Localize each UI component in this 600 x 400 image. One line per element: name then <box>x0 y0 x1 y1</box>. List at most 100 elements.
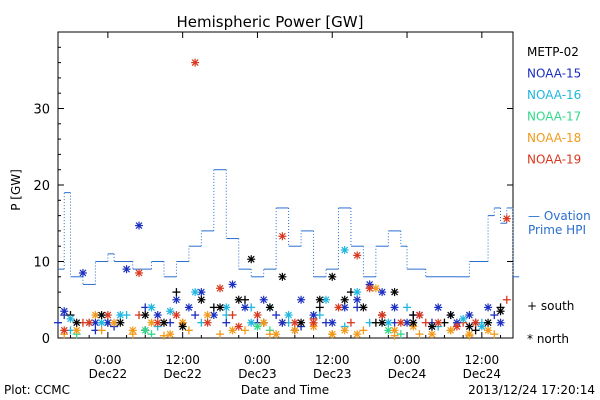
north-point-d2 <box>79 269 87 277</box>
north-point-metp-02 <box>234 295 243 304</box>
north-point-metp-02 <box>315 295 324 304</box>
north-point-noaa-15 <box>172 295 181 304</box>
north-point-d2 <box>235 296 243 304</box>
legend: METP-02 NOAA-15 NOAA-16 NOAA-17 NOAA-18 NOAA-… <box>527 45 581 167</box>
north-point-noaa-15 <box>78 268 87 277</box>
north-point-d2 <box>391 303 398 311</box>
north-point-metp-02 <box>496 307 505 316</box>
north-point-d2 <box>359 303 367 311</box>
north-point-noaa-15 <box>309 311 318 320</box>
north-point-metp-02 <box>378 318 387 327</box>
north-point-metp-02 <box>197 295 206 304</box>
x-tick-time: 12:00 <box>165 353 200 367</box>
north-point-d2 <box>229 281 236 288</box>
north-point-noaa-17 <box>253 322 262 331</box>
north-point-d2 <box>116 311 124 319</box>
north-point-d2 <box>216 284 224 292</box>
north-point-metp-02 <box>216 303 225 312</box>
north-point-d2 <box>110 319 118 327</box>
north-point-d2 <box>416 311 423 319</box>
north-point-d2 <box>328 273 336 281</box>
x-tick-day: Dec22 <box>89 367 128 381</box>
north-point-noaa-19 <box>60 326 69 335</box>
north-point-noaa-15 <box>122 265 131 274</box>
north-point-d2 <box>154 319 162 327</box>
north-point-d2 <box>260 319 268 327</box>
north-point-d2 <box>459 315 467 323</box>
north-point-d2 <box>465 330 473 338</box>
north-point-d2 <box>291 319 299 327</box>
north-point-d2 <box>247 255 255 263</box>
north-point-noaa-19 <box>253 311 262 320</box>
north-point-noaa-15 <box>228 280 237 289</box>
north-point-d2 <box>179 323 187 330</box>
north-point-noaa-19 <box>378 311 387 320</box>
north-point-d2 <box>497 319 504 327</box>
north-point-d2 <box>434 319 442 327</box>
north-point-metp-02 <box>97 311 106 320</box>
north-point-d2 <box>465 311 473 319</box>
north-point-d2 <box>60 326 68 334</box>
north-point-noaa-16 <box>66 314 75 323</box>
north-point-d2 <box>428 323 436 330</box>
north-point-noaa-18 <box>446 326 455 335</box>
north-point-noaa-16 <box>384 318 393 327</box>
south-point-noaa-15 <box>191 311 200 320</box>
north-point-d2 <box>191 288 199 296</box>
north-point-d2 <box>160 319 168 327</box>
north-point-d2 <box>235 323 243 330</box>
north-point-d2 <box>141 311 149 319</box>
x-axis-label: Date and Time <box>241 383 329 397</box>
north-point-d2 <box>104 319 112 327</box>
south-point-noaa-18 <box>159 331 168 340</box>
south-point-noaa-18 <box>184 326 193 335</box>
north-point-d2 <box>247 319 255 327</box>
north-point-metp-02 <box>390 288 399 297</box>
north-point-d2 <box>216 303 224 311</box>
north-point-d2 <box>378 319 386 327</box>
north-point-noaa-15 <box>378 288 387 297</box>
north-point-noaa-18 <box>72 326 81 335</box>
north-point-noaa-18 <box>390 326 399 335</box>
north-point-noaa-16 <box>284 311 293 320</box>
north-point-d2 <box>141 326 149 334</box>
north-point-d2 <box>353 296 361 304</box>
north-point-noaa-19 <box>415 311 424 320</box>
north-point-d2 <box>278 273 286 281</box>
north-point-d2 <box>378 311 386 319</box>
north-point-d2 <box>278 232 286 240</box>
north-point-d2 <box>278 319 286 327</box>
x-axis: 0:00Dec2212:00Dec220:00Dec2312:00Dec230:… <box>69 32 501 381</box>
north-point-noaa-19 <box>85 318 94 327</box>
y-tick-label: 20 <box>33 179 50 194</box>
north-point-noaa-19 <box>203 318 212 327</box>
north-point-metp-02 <box>340 295 349 304</box>
north-point-d2 <box>310 311 317 319</box>
legend-item: METP-02 <box>527 45 579 59</box>
north-point-noaa-19 <box>216 284 225 293</box>
north-point-d2 <box>166 307 174 315</box>
south-point-noaa-19 <box>421 318 430 327</box>
north-point-noaa-18 <box>128 326 137 335</box>
south-point-noaa-15 <box>222 318 231 327</box>
north-point-d2 <box>484 319 492 327</box>
north-point-d2 <box>241 303 249 311</box>
south-point-noaa-18 <box>240 326 249 335</box>
north-point-d2 <box>497 307 504 315</box>
north-point-noaa-18 <box>203 311 212 320</box>
north-point-noaa-15 <box>353 295 362 304</box>
north-point-noaa-19 <box>234 322 243 331</box>
north-point-noaa-19 <box>365 284 374 293</box>
north-point-noaa-19 <box>334 303 343 312</box>
north-point-d2 <box>434 303 442 311</box>
north-point-noaa-15 <box>390 303 399 312</box>
north-point-metp-02 <box>427 322 436 331</box>
north-point-noaa-15 <box>60 307 69 316</box>
legend-item: NOAA-15 <box>527 67 581 81</box>
north-point-noaa-18 <box>290 326 299 335</box>
north-point-noaa-15 <box>153 311 162 320</box>
north-point-noaa-19 <box>353 251 362 260</box>
north-point-d2 <box>465 323 473 330</box>
plot-frame <box>57 31 514 339</box>
north-point-noaa-18 <box>259 318 268 327</box>
